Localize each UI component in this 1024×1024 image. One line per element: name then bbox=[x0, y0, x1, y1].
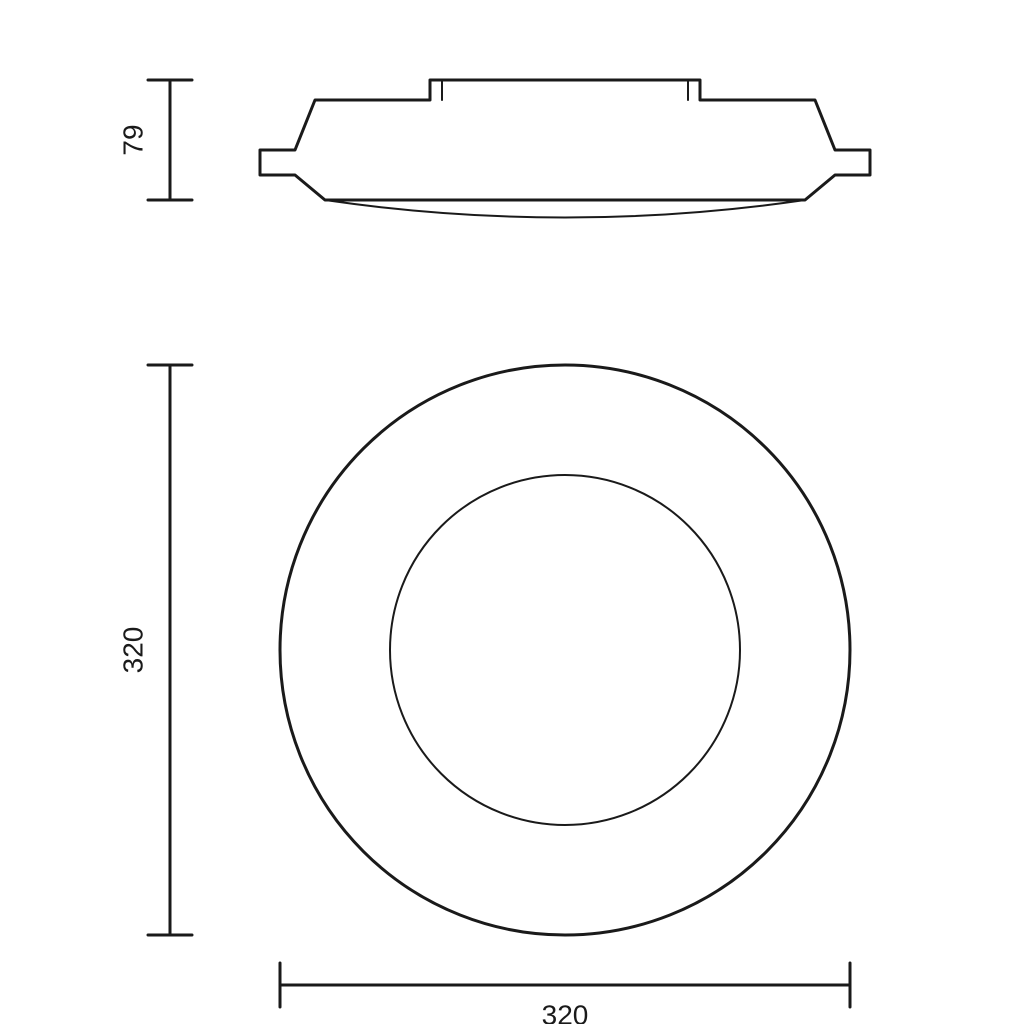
side-view-body bbox=[260, 80, 870, 200]
diameter-dimension-label-horizontal: 320 bbox=[542, 999, 589, 1024]
diameter-dimension-label-vertical: 320 bbox=[117, 627, 148, 674]
height-dimension-label: 79 bbox=[117, 124, 148, 155]
side-view-lens-arc bbox=[325, 200, 805, 218]
technical-drawing: 79 320 320 bbox=[0, 0, 1024, 1024]
top-view-outer-circle bbox=[280, 365, 850, 935]
top-view-inner-circle bbox=[390, 475, 740, 825]
